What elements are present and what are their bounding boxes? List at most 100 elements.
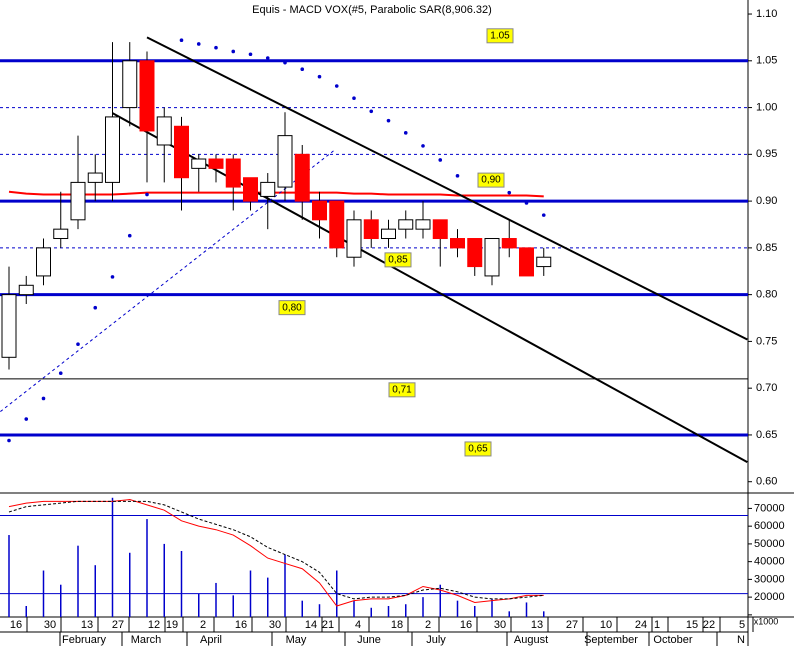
y2-tick-label: 30000 [754, 573, 785, 585]
candle-body [501, 238, 517, 249]
y-tick-label: 0.65 [756, 429, 777, 441]
candle-body [243, 177, 258, 202]
candle-body [1, 294, 17, 358]
candle-body [432, 219, 448, 240]
price-panel [0, 36, 748, 463]
y2-tick-label: 60000 [754, 520, 785, 532]
sar-dot [265, 56, 270, 60]
candle-body [415, 219, 431, 230]
chart-title: Equis - MACD VOX(#5, Parabolic SAR(8,906… [252, 4, 492, 16]
sar-dot [283, 60, 287, 65]
candle-body [156, 116, 172, 146]
x-day-label: 22 [703, 619, 715, 631]
candle-body [398, 219, 414, 230]
x-day-label: 15 [686, 619, 698, 631]
y-tick-label: 0.60 [756, 476, 777, 488]
y-tick-label: 0.95 [756, 148, 777, 160]
sar-dot [58, 371, 63, 376]
candle-body [484, 238, 500, 277]
level-label: 0,85 [388, 255, 408, 266]
candle-body [87, 172, 103, 183]
candle-body [260, 181, 276, 197]
x-day-label: 12 [148, 619, 160, 631]
y-tick-label: 0.70 [756, 382, 777, 394]
x-day-label: 14 [305, 619, 317, 631]
level-label-box [477, 172, 505, 188]
level-label-box [486, 28, 514, 44]
candle-body [467, 238, 483, 268]
y-tick-label: 1.10 [756, 8, 777, 20]
y2-tick-label: 70000 [754, 502, 785, 514]
level-label-box [278, 300, 306, 316]
x-month-label: October [653, 634, 692, 646]
sar-dot [386, 118, 391, 123]
sar-dot [24, 417, 29, 421]
candle-body [346, 219, 362, 258]
x-day-label: 30 [269, 619, 281, 631]
candle-body [277, 135, 293, 188]
candle-body [174, 125, 189, 179]
x-month-label: April [200, 634, 222, 646]
sar-dot [248, 52, 253, 57]
sar-dot [352, 96, 356, 101]
x-day-label: 2 [200, 619, 206, 631]
level-label-box [384, 252, 412, 268]
x-month-label: March [131, 634, 162, 646]
x-month-label: September [584, 634, 638, 646]
x-day-label: 18 [391, 619, 403, 631]
x-day-label: 2 [425, 619, 431, 631]
x-day-label: 16 [460, 619, 472, 631]
level-label: 0,90 [481, 175, 501, 186]
oscillator-line [8, 500, 544, 600]
trendline [146, 36, 748, 341]
candle-body [519, 247, 534, 277]
x-day-label: 13 [81, 619, 93, 631]
x-day-label: 1 [654, 619, 660, 631]
sar-dot [507, 190, 512, 195]
candle-body [294, 153, 310, 202]
level-label: 0,65 [468, 444, 488, 455]
x-day-label: 16 [235, 619, 247, 631]
x-day-label: 10 [600, 619, 612, 631]
sar-dot [179, 38, 184, 43]
candle-body [450, 238, 465, 249]
candle-body [191, 158, 207, 169]
x-month-label: August [514, 634, 548, 646]
x-month-label: N [737, 634, 745, 646]
sar-dot [196, 42, 201, 46]
x-day-label: 24 [635, 619, 647, 631]
x-day-label: 27 [566, 619, 578, 631]
y2-tick-label: 50000 [754, 538, 785, 550]
candle-body [225, 158, 241, 188]
candle-body [36, 247, 51, 277]
x-month-label: June [357, 634, 381, 646]
candle-body [208, 158, 224, 169]
level-label: 0,80 [282, 302, 302, 313]
x-month-label: July [426, 634, 446, 646]
y-tick-label: 0.90 [756, 195, 777, 207]
sar-dot [110, 275, 115, 279]
moving-average [8, 190, 544, 198]
sar-dot [438, 158, 443, 162]
level-label: 1.05 [490, 30, 510, 41]
sar-dot [524, 201, 529, 205]
sar-dot [541, 213, 546, 217]
sar-dot [76, 342, 80, 347]
x-day-label: 27 [112, 619, 124, 631]
candle-body [105, 116, 120, 183]
level-label-box [388, 382, 416, 398]
x-day-label: 13 [531, 619, 543, 631]
trendline [112, 112, 748, 463]
candle-body [70, 181, 86, 221]
y2-unit: x1000 [754, 616, 779, 626]
y-tick-label: 0.80 [756, 289, 777, 301]
sar-dot [231, 49, 236, 54]
candle-body [381, 228, 396, 240]
sar-dot [300, 67, 305, 72]
sar-dot [214, 45, 218, 50]
sar-dot [455, 174, 460, 178]
sar-dot [41, 396, 46, 401]
sar-dot [403, 131, 408, 135]
level-label: 0,71 [392, 384, 412, 395]
candle-body [329, 200, 345, 249]
